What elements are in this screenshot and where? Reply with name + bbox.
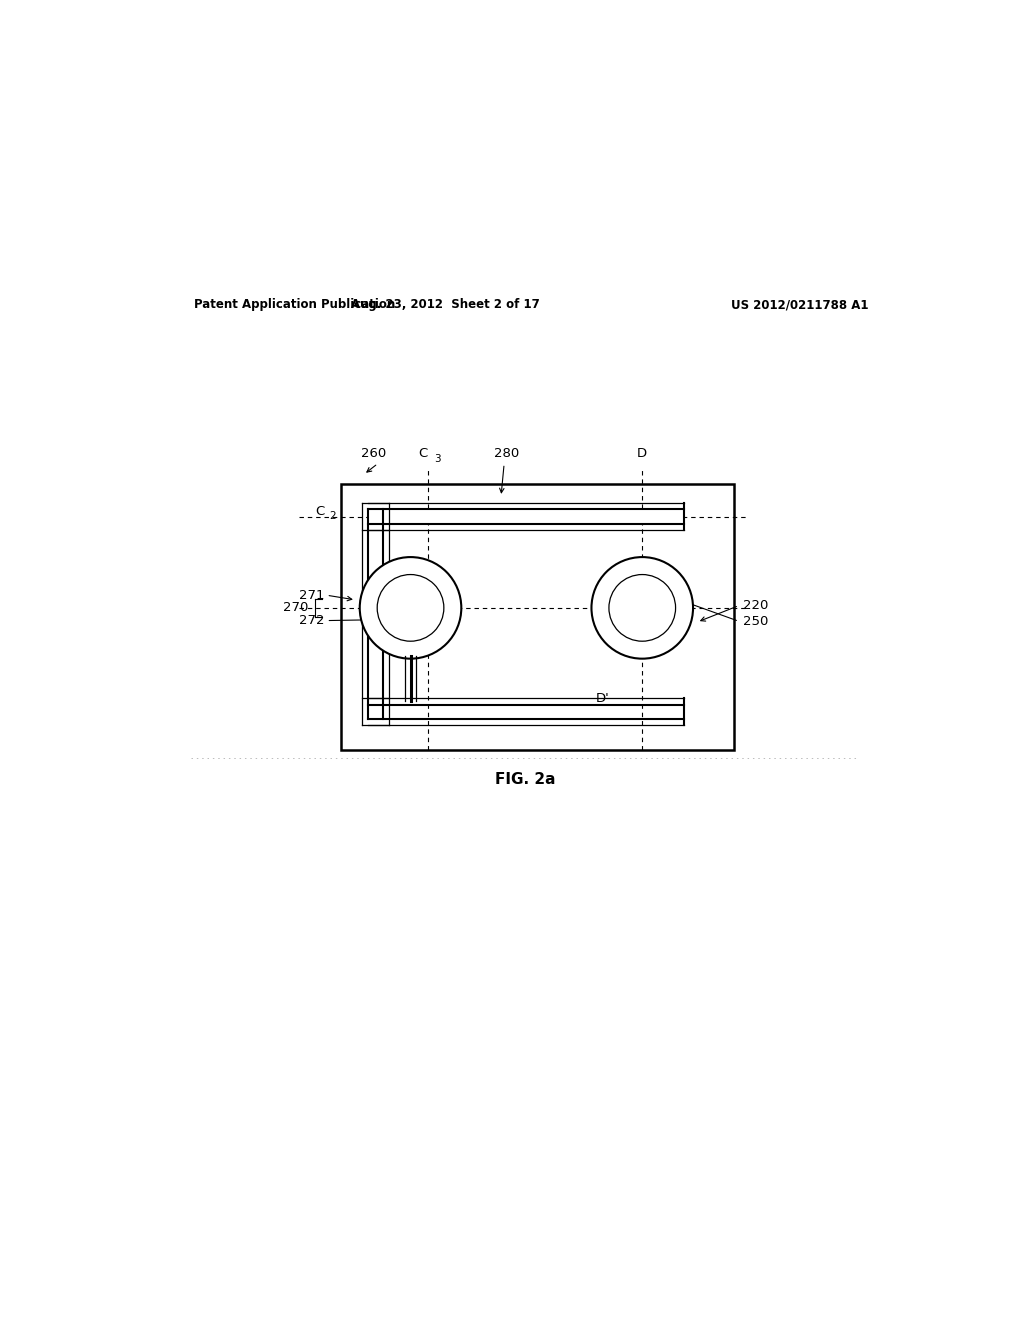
- Circle shape: [359, 557, 461, 659]
- Text: D': D': [596, 692, 609, 705]
- Text: 272: 272: [299, 614, 325, 627]
- Text: FIG. 2a: FIG. 2a: [495, 772, 555, 787]
- Text: 280: 280: [494, 447, 519, 461]
- Text: US 2012/0211788 A1: US 2012/0211788 A1: [731, 298, 868, 312]
- Text: 220: 220: [743, 599, 768, 612]
- Bar: [341, 484, 733, 750]
- Text: D: D: [637, 447, 647, 461]
- Text: 260: 260: [361, 447, 387, 461]
- Polygon shape: [369, 510, 684, 524]
- Text: C: C: [419, 447, 428, 461]
- Circle shape: [609, 574, 676, 642]
- Circle shape: [592, 557, 693, 659]
- Text: C: C: [315, 504, 325, 517]
- Circle shape: [377, 574, 443, 642]
- Text: 250: 250: [743, 615, 768, 628]
- Text: 271: 271: [299, 589, 325, 602]
- Text: Patent Application Publication: Patent Application Publication: [194, 298, 395, 312]
- Text: 270: 270: [283, 602, 308, 614]
- Text: Aug. 23, 2012  Sheet 2 of 17: Aug. 23, 2012 Sheet 2 of 17: [351, 298, 540, 312]
- Text: 3: 3: [434, 454, 441, 463]
- Text: 2: 2: [329, 511, 336, 521]
